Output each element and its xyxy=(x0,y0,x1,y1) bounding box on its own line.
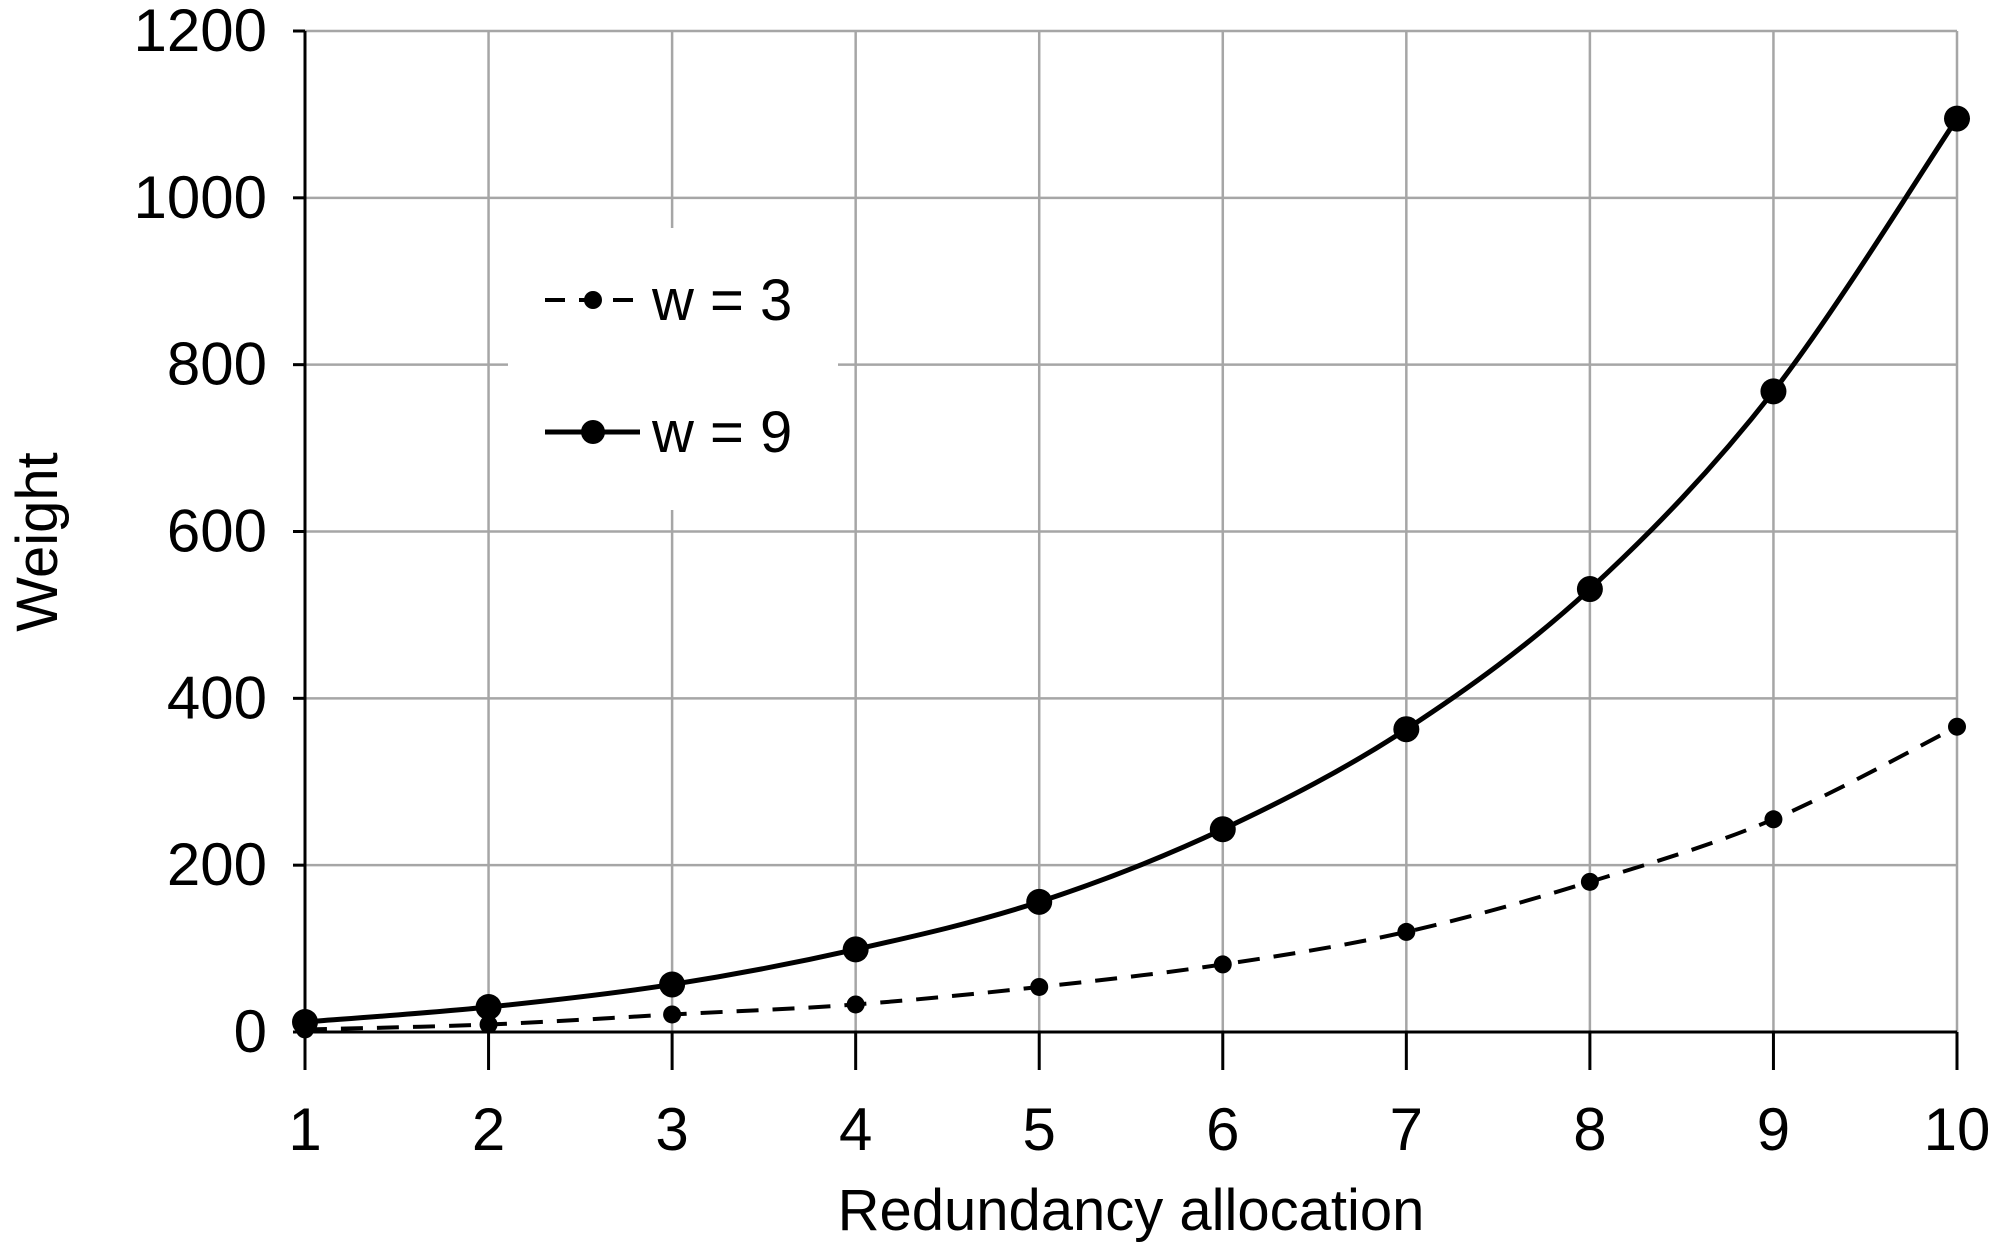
data-point xyxy=(1393,716,1420,743)
series-line xyxy=(304,117,1960,1025)
x-tick-label: 9 xyxy=(1757,1096,1790,1163)
data-point xyxy=(846,995,865,1014)
legend-item: w = 3 xyxy=(545,268,792,333)
y-tick-label: 400 xyxy=(167,664,267,731)
data-point xyxy=(1209,816,1236,843)
data-point xyxy=(1213,955,1232,974)
legend-item: w = 9 xyxy=(545,400,792,465)
x-axis-title: Redundancy allocation xyxy=(838,1178,1425,1243)
y-tick-label: 200 xyxy=(167,831,267,898)
x-tick-label: 1 xyxy=(288,1096,321,1163)
data-point xyxy=(659,971,686,998)
series-line xyxy=(304,724,1958,1032)
data-point xyxy=(1944,105,1970,132)
grid xyxy=(305,29,1959,1032)
y-tick-label: 1200 xyxy=(134,0,267,64)
legend-box xyxy=(508,228,838,510)
legend-label: w = 9 xyxy=(651,400,792,465)
y-tick-label: 0 xyxy=(234,998,267,1065)
data-point xyxy=(1760,378,1787,405)
axes xyxy=(293,29,1959,1070)
x-tick-label: 4 xyxy=(839,1096,872,1163)
legend-marker xyxy=(584,291,602,309)
series-2 xyxy=(292,105,1970,1035)
data-point xyxy=(1030,977,1049,996)
data-point xyxy=(1764,810,1783,829)
data-point xyxy=(475,993,502,1020)
data-point xyxy=(1580,872,1599,891)
y-axis-title: Weight xyxy=(5,452,70,631)
y-tick-label: 800 xyxy=(167,331,267,398)
x-tick-label: 5 xyxy=(1023,1096,1056,1163)
x-tick-label: 2 xyxy=(472,1096,505,1163)
x-tick-label: 7 xyxy=(1390,1096,1423,1163)
data-point xyxy=(663,1005,682,1024)
legend-marker xyxy=(581,420,605,444)
data-point xyxy=(292,1008,318,1035)
legend: w = 3 w = 9 xyxy=(508,228,838,510)
series xyxy=(292,105,1970,1039)
data-point xyxy=(1397,922,1416,941)
data-point xyxy=(1576,576,1603,603)
tick-labels: 0 200 400 600 800 1000 1200 1 2 3 4 5 6 7 8 9 10 xyxy=(134,0,1991,1163)
y-tick-label: 1000 xyxy=(134,164,267,231)
legend-label: w = 3 xyxy=(651,268,792,333)
data-point xyxy=(1026,888,1053,915)
x-tick-label: 10 xyxy=(1924,1096,1991,1163)
y-tick-label: 600 xyxy=(167,498,267,565)
x-tick-label: 6 xyxy=(1206,1096,1239,1163)
series-1 xyxy=(296,717,1966,1039)
data-point xyxy=(842,936,869,963)
data-point xyxy=(479,1015,498,1034)
data-point xyxy=(1948,717,1966,736)
x-tick-label: 3 xyxy=(655,1096,688,1163)
x-tick-label: 8 xyxy=(1573,1096,1606,1163)
